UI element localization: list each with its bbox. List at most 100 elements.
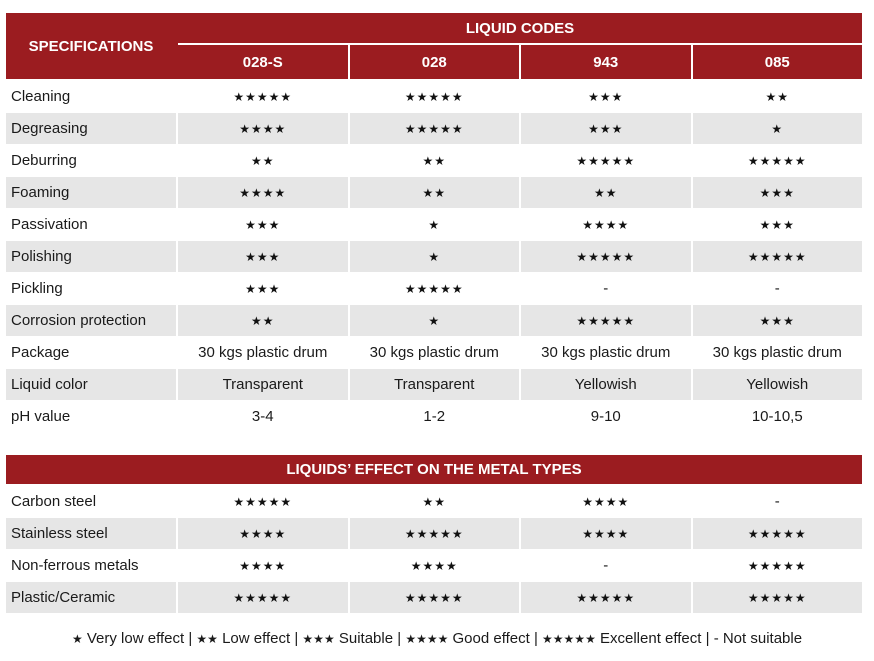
row-label: Degreasing [11, 120, 88, 137]
table-cell: ★★★★★ [347, 113, 520, 144]
table-cell: Transparent [347, 369, 520, 400]
legend-item: - Not suitable [714, 630, 802, 647]
legend-item: ★★★★ Good effect [405, 630, 529, 647]
table-header: SPECIFICATIONS LIQUID CODES 028-S 028 94… [6, 13, 862, 79]
table-cell: ★★★★★ [519, 305, 691, 336]
table-cell: ★★★★ [519, 209, 691, 240]
table-cell: ★★★★★ [690, 241, 863, 272]
table-cell: ★★★ [690, 177, 863, 208]
star-icon: ★★★★ [405, 632, 449, 646]
row-label: Non-ferrous metals [11, 557, 139, 574]
specifications-header: SPECIFICATIONS [28, 37, 154, 55]
table-cell: ★★★★ [176, 113, 348, 144]
table-cell: ★★★★ [176, 550, 348, 581]
table-cell: - [519, 550, 691, 581]
table-cell: ★★★★★ [347, 81, 520, 112]
legend-item: ★ Very low effect [72, 630, 184, 647]
liquid-codes-header: LIQUID CODES [178, 13, 862, 45]
table-cell: 3-4 [176, 401, 348, 432]
table-cell: ★★★★★ [176, 486, 348, 517]
table-cell: ★ [347, 209, 520, 240]
table-cell: ★★★ [176, 273, 348, 304]
legend-text: Suitable [334, 630, 394, 647]
legend-text: Very low effect [82, 630, 185, 647]
code-header: 943 [519, 45, 691, 79]
table-cell: ★★ [347, 145, 520, 176]
code-header: 028 [347, 45, 520, 79]
table-cell: - [690, 273, 863, 304]
table-cell: - [519, 273, 691, 304]
table-cell: ★★★★★ [176, 582, 348, 613]
table-cell: ★★★★★ [519, 241, 691, 272]
table-cell: ★★ [347, 177, 520, 208]
legend: ★ Very low effect | ★★ Low effect | ★★★ … [71, 630, 803, 647]
table-cell: ★★★★★ [519, 145, 691, 176]
table-cell: 30 kgs plastic drum [519, 337, 691, 368]
row-label: Corrosion protection [11, 312, 147, 329]
table-cell: 30 kgs plastic drum [690, 337, 863, 368]
legend-item: ★★★ Suitable [302, 630, 393, 647]
table-cell: ★ [347, 305, 520, 336]
table-cell: ★ [690, 113, 863, 144]
code-header: 085 [690, 45, 863, 79]
table-cell: ★★★ [519, 113, 691, 144]
table-row: Non-ferrous metals ★★★★ ★★★★ - ★★★★★ [6, 550, 862, 582]
table-row: Pickling ★★★ ★★★★★ - - [6, 273, 862, 305]
legend-text: Low effect [217, 630, 291, 647]
table-cell: ★★★★★ [690, 145, 863, 176]
row-label: Carbon steel [11, 493, 97, 510]
star-icon: ★ [71, 632, 83, 646]
table-cell: - [690, 486, 863, 517]
table-row: Package 30 kgs plastic drum 30 kgs plastic… [6, 337, 862, 369]
table-row: Foaming ★★★★ ★★ ★★ ★★★ [6, 177, 862, 209]
row-label: Polishing [11, 248, 72, 265]
table-row: pH value 3-4 1-2 9-10 10-10,5 [6, 401, 862, 433]
row-label: Package [11, 344, 70, 361]
table-row: Plastic/Ceramic ★★★★★ ★★★★★ ★★★★★ ★★★★★ [6, 582, 862, 614]
table-cell: ★★ [176, 305, 348, 336]
table-cell: ★★★★★ [347, 273, 520, 304]
table-cell: ★★★★ [519, 486, 691, 517]
table-row: Carbon steel ★★★★★ ★★ ★★★★ - [6, 486, 862, 518]
table-cell: Yellowish [690, 369, 863, 400]
table-cell: ★★ [519, 177, 691, 208]
table-cell: ★★ [690, 81, 863, 112]
table-cell: 30 kgs plastic drum [176, 337, 348, 368]
specifications-table: Cleaning ★★★★★ ★★★★★ ★★★ ★★ Degreasing ★★★★ ★★★… [6, 81, 862, 433]
table-cell: ★★★★ [176, 518, 348, 549]
table-row: Corrosion protection ★★ ★ ★★★★★ ★★★ [6, 305, 862, 337]
row-label: Passivation [11, 216, 88, 233]
table-row: Deburring ★★ ★★ ★★★★★ ★★★★★ [6, 145, 862, 177]
table-cell: 30 kgs plastic drum [347, 337, 520, 368]
table-cell: 9-10 [519, 401, 691, 432]
star-icon: ★★ [196, 632, 218, 646]
table-cell: ★★★ [690, 209, 863, 240]
row-label: Stainless steel [11, 525, 108, 542]
table-cell: Yellowish [519, 369, 691, 400]
table-cell: ★★★★★ [690, 582, 863, 613]
row-label: Plastic/Ceramic [11, 589, 116, 606]
table-cell: 1-2 [347, 401, 520, 432]
legend-text: Good effect [448, 630, 530, 647]
table-row: Liquid color Transparent Transparent Yellow… [6, 369, 862, 401]
table-row: Degreasing ★★★★ ★★★★★ ★★★ ★ [6, 113, 862, 145]
table-cell: ★★★★★ [519, 582, 691, 613]
table-cell: ★★★ [690, 305, 863, 336]
row-label: Cleaning [11, 88, 71, 105]
row-label: Deburring [11, 152, 77, 169]
table-cell: ★★★★★ [690, 550, 863, 581]
star-icon: ★★★★★ [542, 632, 596, 646]
table-cell: ★★★ [176, 209, 348, 240]
metal-types-header: LIQUIDS’ EFFECT ON THE METAL TYPES [6, 455, 862, 484]
table-row: Cleaning ★★★★★ ★★★★★ ★★★ ★★ [6, 81, 862, 113]
table-row: Polishing ★★★ ★ ★★★★★ ★★★★★ [6, 241, 862, 273]
table-cell: ★★ [176, 145, 348, 176]
table-cell: ★★★★★ [690, 518, 863, 549]
row-label: Liquid color [11, 376, 88, 393]
table-cell: ★ [347, 241, 520, 272]
table-cell: ★★★ [519, 81, 691, 112]
row-label: pH value [11, 408, 71, 425]
table-row: Stainless steel ★★★★ ★★★★★ ★★★★ ★★★★★ [6, 518, 862, 550]
table-cell: ★★★★ [347, 550, 520, 581]
legend-item: ★★★★★ Excellent effect [542, 630, 701, 647]
